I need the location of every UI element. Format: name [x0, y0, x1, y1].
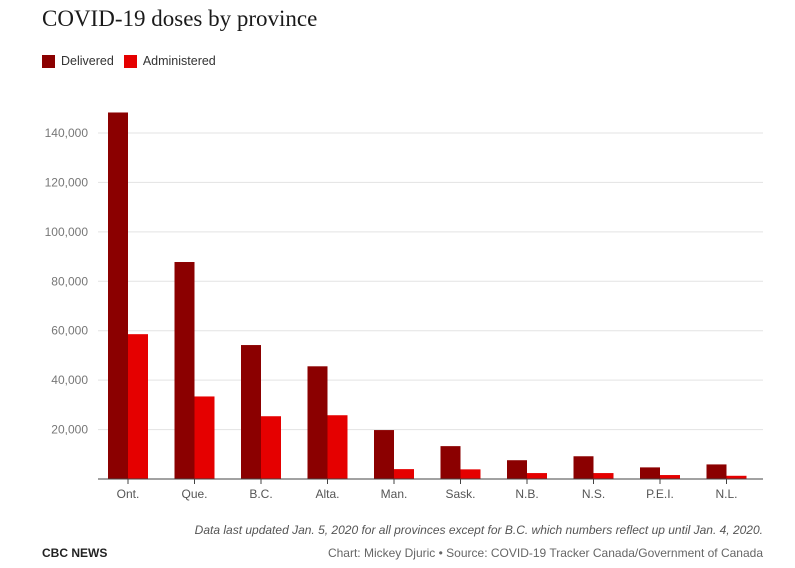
- bar-delivered: [108, 112, 128, 479]
- bar-administered: [327, 415, 348, 479]
- x-tick-label: P.E.I.: [646, 487, 674, 501]
- bar-administered: [394, 469, 414, 479]
- bar-administered: [194, 396, 215, 479]
- x-tick-label: N.B.: [515, 487, 538, 501]
- y-tick-label: 40,000: [51, 373, 88, 387]
- bar-administered: [660, 475, 680, 479]
- bar-delivered: [573, 456, 594, 479]
- y-tick-label: 140,000: [45, 126, 89, 140]
- x-tick-label: Ont.: [117, 487, 140, 501]
- bar-delivered: [241, 345, 261, 479]
- y-tick-label: 100,000: [45, 225, 89, 239]
- data-note: Data last updated Jan. 5, 2020 for all p…: [194, 523, 763, 537]
- y-tick-label: 80,000: [51, 274, 88, 288]
- x-tick-label: B.C.: [249, 487, 272, 501]
- bar-administered: [726, 475, 747, 479]
- legend-label-delivered: Delivered: [61, 54, 114, 68]
- chart-legend: Delivered Administered: [42, 54, 226, 68]
- x-tick-label: N.S.: [582, 487, 605, 501]
- chart-title: COVID-19 doses by province: [42, 6, 318, 31]
- y-tick-label: 20,000: [51, 423, 88, 437]
- bar-administered: [593, 473, 614, 479]
- legend-label-administered: Administered: [142, 54, 216, 68]
- bar-delivered: [507, 460, 527, 479]
- bar-administered: [261, 416, 281, 479]
- x-tick-label: Sask.: [445, 487, 475, 501]
- y-tick-label: 120,000: [45, 175, 89, 189]
- bar-delivered: [374, 430, 394, 479]
- bar-administered: [527, 473, 547, 479]
- bar-delivered: [440, 446, 461, 479]
- x-tick-label: Alta.: [315, 487, 339, 501]
- x-tick-label: Man.: [381, 487, 408, 501]
- y-tick-label: 60,000: [51, 324, 88, 338]
- legend-swatch-delivered: [42, 54, 55, 68]
- bar-delivered: [706, 464, 727, 479]
- bar-delivered: [307, 366, 328, 479]
- legend-swatch-administered: [123, 54, 137, 68]
- bar-administered: [128, 334, 148, 479]
- bar-delivered: [640, 467, 660, 479]
- bar-administered: [460, 469, 481, 479]
- x-tick-label: N.L.: [715, 487, 737, 501]
- chart-credit: Chart: Mickey Djuric • Source: COVID-19 …: [327, 546, 763, 560]
- brand-logo-text: CBC NEWS: [42, 546, 108, 560]
- legend-item-administered: Administered: [123, 54, 216, 68]
- bar-delivered: [174, 262, 195, 479]
- x-tick-label: Que.: [181, 487, 207, 501]
- legend-item-delivered: Delivered: [42, 54, 114, 68]
